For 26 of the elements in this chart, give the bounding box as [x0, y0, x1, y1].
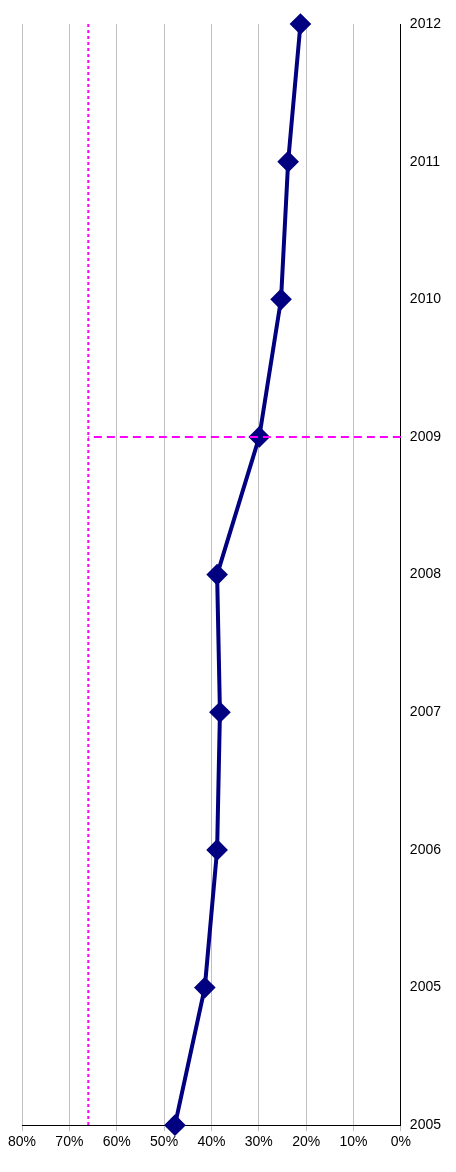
point [209, 702, 230, 723]
y-tick-label: 2005 [409, 978, 442, 995]
x-tick-label: 0% [390, 1133, 411, 1150]
y-tick-label: 2011 [409, 152, 441, 169]
point [207, 839, 228, 860]
point [271, 289, 292, 310]
y-tick-label: 2012 [409, 14, 442, 31]
x-tick-label: 10% [339, 1133, 368, 1150]
y-tick-label: 2006 [409, 840, 442, 857]
point [207, 564, 228, 585]
x-tick-label: 30% [244, 1133, 273, 1150]
point [194, 977, 215, 998]
y-tick-label: 2005 [409, 1116, 442, 1133]
y-tick-label: 2008 [409, 565, 442, 582]
x-tick-label: 20% [292, 1133, 321, 1150]
point [164, 1115, 185, 1136]
x-tick-label: 80% [7, 1133, 37, 1150]
point [278, 151, 299, 172]
x-tick-label: 70% [55, 1133, 84, 1150]
y-tick-label: 2007 [409, 703, 442, 720]
x-tick-label: 60% [102, 1133, 131, 1150]
point [290, 14, 311, 34]
y-tick-label: 2009 [409, 427, 442, 444]
x-tick-label: 50% [150, 1133, 179, 1150]
x-tick-label: 40% [197, 1133, 226, 1150]
y-tick-label: 2010 [409, 290, 442, 307]
